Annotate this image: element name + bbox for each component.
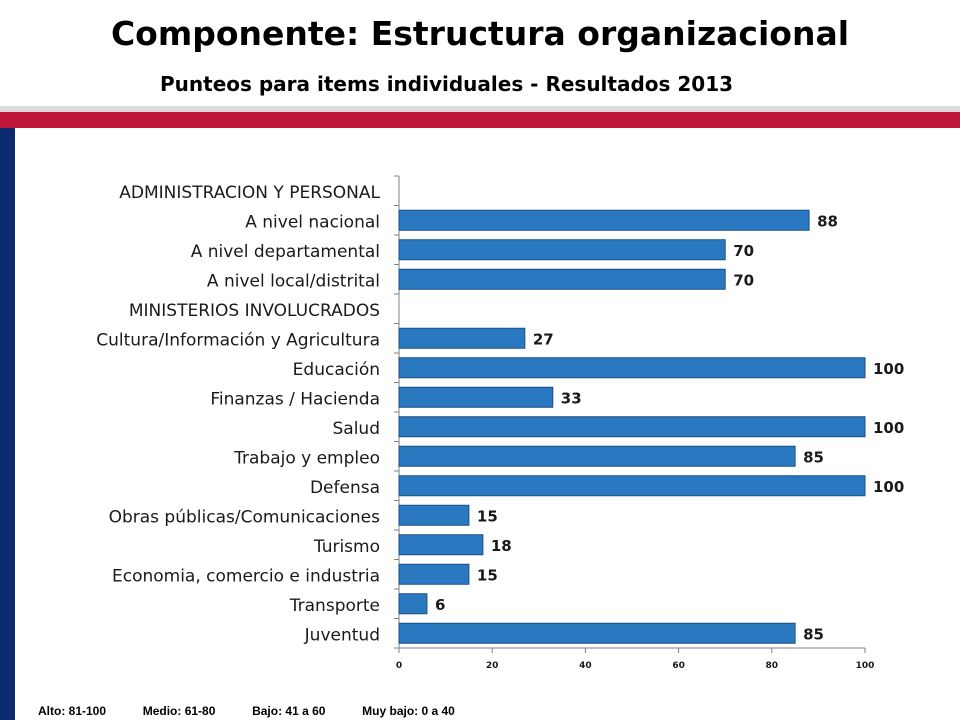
category-label: Economia, comercio e industria: [112, 566, 380, 586]
data-label: 70: [733, 242, 754, 260]
category-label: Educación: [293, 360, 380, 380]
category-label: Cultura/Información y Agricultura: [96, 330, 380, 350]
x-tick-label: 0: [396, 661, 402, 671]
bar: [398, 475, 866, 497]
bar: [398, 357, 866, 379]
side-band: [0, 128, 15, 720]
bar: [398, 416, 866, 438]
data-label: 27: [533, 330, 554, 348]
header-band: [0, 112, 960, 128]
page-subtitle: Punteos para items individuales - Result…: [160, 72, 734, 96]
x-tick-label: 60: [672, 661, 685, 671]
header-divider: [0, 106, 960, 112]
category-label: A nivel nacional: [245, 212, 380, 232]
category-label: MINISTERIOS INVOLUCRADOS: [129, 301, 380, 321]
bar: [398, 209, 810, 231]
legend-footer: Alto: 81-100 Medio: 61-80 Bajo: 41 a 60 …: [38, 704, 455, 718]
category-label: ADMINISTRACION Y PERSONAL: [119, 183, 380, 203]
data-label: 33: [561, 389, 582, 407]
category-label: Turismo: [313, 537, 380, 557]
data-label: 100: [873, 419, 904, 437]
x-tick-label: 80: [766, 661, 779, 671]
data-label: 88: [817, 212, 838, 230]
legend-bajo: Bajo: 41 a 60: [252, 704, 326, 718]
category-label: Juventud: [304, 625, 380, 645]
category-label: Salud: [333, 419, 381, 439]
page-title: Componente: Estructura organizacional: [110, 14, 850, 53]
x-tick-label: 100: [856, 661, 875, 671]
category-label: A nivel departamental: [191, 242, 380, 262]
bar: [398, 593, 428, 615]
data-label: 18: [491, 537, 512, 555]
category-label: Obras públicas/Comunicaciones: [109, 507, 381, 527]
data-label: 85: [803, 625, 824, 643]
bar: [398, 268, 726, 290]
data-label: 85: [803, 448, 824, 466]
bar: [398, 386, 554, 408]
bar: [398, 563, 470, 585]
bar: [398, 504, 470, 526]
data-label: 100: [873, 478, 904, 496]
bar: [398, 445, 796, 467]
legend-medio: Medio: 61-80: [142, 704, 216, 718]
category-label: Transporte: [289, 596, 380, 616]
category-label: A nivel local/distrital: [207, 271, 380, 291]
x-tick-label: 20: [486, 661, 499, 671]
bar: [398, 327, 526, 349]
data-label: 15: [477, 566, 498, 584]
legend-muy-bajo: Muy bajo: 0 a 40: [362, 704, 455, 718]
bar: [398, 534, 484, 556]
x-tick-label: 40: [579, 661, 592, 671]
category-label: Defensa: [310, 478, 380, 498]
data-label: 100: [873, 360, 904, 378]
bar: [398, 622, 796, 644]
bar: [398, 239, 726, 261]
legend-alto: Alto: 81-100: [38, 704, 107, 718]
data-label: 15: [477, 507, 498, 525]
data-label: 70: [733, 271, 754, 289]
category-label: Finanzas / Hacienda: [210, 389, 380, 409]
data-label: 6: [435, 596, 445, 614]
category-label: Trabajo y empleo: [233, 448, 380, 468]
